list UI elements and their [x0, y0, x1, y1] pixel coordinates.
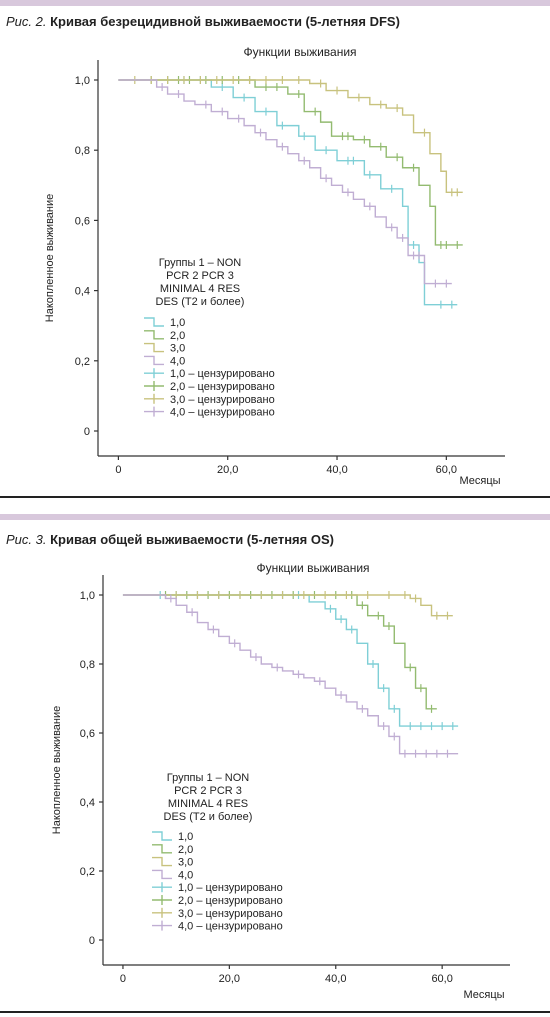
- legend-entry: 1,0 – цензурировано: [170, 368, 275, 380]
- x-axis-label: Месяцы: [459, 475, 500, 487]
- legend-entry: 4,0: [170, 355, 185, 367]
- legend-line-swatch-4: [152, 869, 172, 880]
- legend-entry: 1,0: [178, 831, 193, 843]
- series-2-line: [122, 594, 437, 710]
- y-tick-label: 0: [84, 426, 90, 438]
- figure-2-caption-text: Кривая безрецидивной выживаемости (5-лет…: [50, 14, 400, 29]
- legend-entry: 3,0 – цензурировано: [170, 394, 275, 406]
- y-tick-label: 0,2: [75, 356, 90, 368]
- legend-entry: 1,0: [170, 317, 185, 329]
- x-axis-label: Месяцы: [463, 989, 504, 1001]
- legend-title-line: PCR 2 PCR 3: [174, 785, 242, 797]
- legend-line-swatch-4: [144, 355, 164, 366]
- y-tick-label: 0,4: [80, 797, 95, 809]
- legend-line-swatch-3: [152, 856, 172, 867]
- legend-line-swatch-2: [144, 330, 164, 340]
- x-tick-label: 60,0: [431, 973, 452, 985]
- x-tick-label: 20,0: [217, 464, 238, 476]
- legend-entry: 2,0: [170, 330, 185, 342]
- legend-title-line: DES (T2 и более): [156, 296, 245, 308]
- x-tick-label: 40,0: [326, 464, 347, 476]
- y-tick-label: 0,6: [80, 728, 95, 740]
- legend-entry: 2,0 – цензурировано: [178, 895, 283, 907]
- chart-title: Функции выживания: [256, 561, 369, 575]
- legend-entry: 3,0 – цензурировано: [178, 908, 283, 920]
- x-tick-label: 20,0: [219, 973, 240, 985]
- chart-title: Функции выживания: [243, 45, 356, 59]
- legend-entry: 4,0 – цензурировано: [178, 921, 283, 933]
- y-tick-label: 0: [89, 935, 95, 947]
- y-tick-label: 0,6: [75, 215, 90, 227]
- y-tick-label: 0,4: [75, 286, 90, 298]
- series-2-line: [118, 79, 463, 246]
- y-axis-label: Накопленное выживание: [51, 706, 63, 834]
- legend-entry: 4,0 – цензурировано: [170, 407, 275, 419]
- legend-entry: 2,0: [178, 844, 193, 856]
- legend-entry: 4,0: [178, 869, 193, 881]
- y-tick-label: 1,0: [75, 75, 90, 87]
- y-tick-label: 1,0: [80, 590, 95, 602]
- figure-3-bottom-rule: [0, 1011, 550, 1013]
- x-tick-label: 60,0: [436, 464, 457, 476]
- legend-entry: 3,0: [170, 343, 185, 355]
- figure-3-caption-text: Кривая общей выживаемости (5-летняя OS): [50, 532, 334, 547]
- y-tick-label: 0,8: [75, 145, 90, 157]
- y-axis-label: Накопленное выживание: [44, 194, 56, 322]
- legend-title-line: PCR 2 PCR 3: [166, 270, 234, 282]
- legend-entry: 2,0 – цензурировано: [170, 381, 275, 393]
- x-tick-label: 0: [115, 464, 121, 476]
- series-1-line: [122, 594, 459, 727]
- figure-2-caption: Рис. 2. Кривая безрецидивной выживаемост…: [6, 14, 400, 29]
- figure-2-bottom-rule: [0, 496, 550, 498]
- x-tick-label: 0: [120, 973, 126, 985]
- legend-title-line: DES (T2 и более): [164, 811, 253, 823]
- legend-line-swatch-1: [144, 317, 164, 327]
- series-3-line: [122, 594, 453, 617]
- legend-title-line: Группы 1 – NON: [159, 257, 242, 269]
- legend-line-swatch-2: [152, 844, 172, 854]
- figure-3-caption: Рис. 3. Кривая общей выживаемости (5-лет…: [6, 532, 334, 547]
- legend-line-swatch-3: [144, 342, 164, 353]
- legend-title-line: MINIMAL 4 RES: [168, 798, 248, 810]
- legend-title-line: MINIMAL 4 RES: [160, 283, 240, 295]
- section-divider-bar: [0, 514, 550, 520]
- legend-title-line: Группы 1 – NON: [167, 772, 250, 784]
- figure-2-caption-prefix: Рис. 2.: [6, 14, 47, 29]
- x-tick-label: 40,0: [325, 973, 346, 985]
- legend-entry: 1,0 – цензурировано: [178, 882, 283, 894]
- legend-line-swatch-1: [152, 831, 172, 841]
- y-tick-label: 0,8: [80, 659, 95, 671]
- dfs-survival-chart: Функции выживания 0 0,2 0,4 0,6 0,8 1,0 0 20,0 40…: [44, 45, 505, 487]
- legend-entry: 3,0: [178, 857, 193, 869]
- y-tick-label: 0,2: [80, 866, 95, 878]
- series-4-line: [122, 594, 459, 755]
- top-accent-bar: [0, 0, 550, 6]
- series-3-line: [118, 79, 463, 194]
- series-4-line: [118, 79, 452, 285]
- figure-3-caption-prefix: Рис. 3.: [6, 532, 47, 547]
